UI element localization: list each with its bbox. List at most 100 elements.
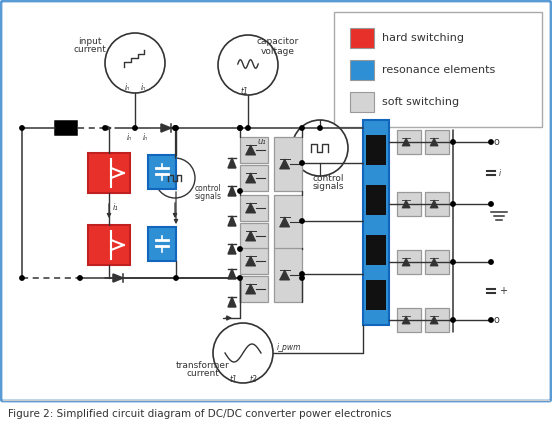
Text: o: o xyxy=(494,137,500,147)
Circle shape xyxy=(238,276,242,280)
Text: iₙ: iₙ xyxy=(124,83,130,92)
Bar xyxy=(397,308,421,332)
Circle shape xyxy=(451,140,455,144)
Bar xyxy=(350,60,374,80)
Text: capacitor: capacitor xyxy=(257,36,299,45)
Text: t1: t1 xyxy=(229,374,237,383)
Bar xyxy=(274,137,302,191)
Circle shape xyxy=(238,189,242,193)
Polygon shape xyxy=(246,284,256,294)
Circle shape xyxy=(300,272,304,276)
Circle shape xyxy=(174,126,178,130)
Text: hard switching: hard switching xyxy=(382,33,464,43)
Text: o: o xyxy=(494,315,500,325)
Polygon shape xyxy=(402,138,410,146)
Text: signals: signals xyxy=(195,191,222,200)
FancyBboxPatch shape xyxy=(1,1,551,401)
Circle shape xyxy=(105,33,165,93)
Bar xyxy=(425,308,449,332)
Polygon shape xyxy=(228,158,236,168)
Bar xyxy=(366,235,386,265)
Polygon shape xyxy=(430,138,438,146)
Circle shape xyxy=(213,323,273,383)
Circle shape xyxy=(218,35,278,95)
Polygon shape xyxy=(246,256,256,266)
Bar xyxy=(240,223,268,249)
Text: voltage: voltage xyxy=(261,47,295,56)
Polygon shape xyxy=(402,200,410,208)
Polygon shape xyxy=(228,244,236,254)
Text: i₁: i₁ xyxy=(113,202,119,211)
Circle shape xyxy=(133,126,137,130)
Text: iₙ: iₙ xyxy=(142,133,147,142)
Bar xyxy=(366,185,386,215)
Circle shape xyxy=(238,247,242,251)
Circle shape xyxy=(300,276,304,280)
Text: signals: signals xyxy=(312,181,344,190)
Bar xyxy=(240,195,268,221)
Polygon shape xyxy=(246,231,256,241)
Bar xyxy=(350,92,374,112)
Polygon shape xyxy=(430,200,438,208)
Circle shape xyxy=(451,202,455,206)
Polygon shape xyxy=(402,258,410,266)
Bar xyxy=(334,12,542,127)
Circle shape xyxy=(20,126,24,130)
Bar xyxy=(350,28,374,48)
Bar xyxy=(425,130,449,154)
Bar xyxy=(363,120,389,325)
Circle shape xyxy=(173,126,177,130)
Text: t1: t1 xyxy=(240,86,248,95)
Bar xyxy=(425,250,449,274)
Polygon shape xyxy=(228,269,236,279)
Circle shape xyxy=(78,276,82,280)
Circle shape xyxy=(20,276,24,280)
Bar xyxy=(274,248,302,302)
Circle shape xyxy=(300,161,304,165)
Circle shape xyxy=(318,126,322,130)
Bar xyxy=(366,280,386,310)
Text: transformer: transformer xyxy=(176,360,230,369)
Polygon shape xyxy=(246,173,256,183)
Text: resonance elements: resonance elements xyxy=(382,65,495,75)
Bar xyxy=(88,153,130,193)
Bar xyxy=(148,227,176,261)
Text: iₙ: iₙ xyxy=(140,83,146,92)
Polygon shape xyxy=(280,270,290,280)
Polygon shape xyxy=(246,145,256,155)
Circle shape xyxy=(451,260,455,264)
Polygon shape xyxy=(113,274,123,282)
Text: soft switching: soft switching xyxy=(382,97,459,107)
Text: i_pwm: i_pwm xyxy=(277,342,301,351)
Polygon shape xyxy=(246,203,256,213)
Polygon shape xyxy=(228,186,236,196)
Bar xyxy=(397,250,421,274)
Bar xyxy=(240,276,268,302)
Bar xyxy=(148,155,176,189)
Circle shape xyxy=(300,126,304,130)
Text: i: i xyxy=(499,169,501,178)
Polygon shape xyxy=(228,297,236,307)
Bar xyxy=(397,192,421,216)
Polygon shape xyxy=(280,159,290,169)
Bar xyxy=(240,137,268,163)
Polygon shape xyxy=(430,316,438,324)
Circle shape xyxy=(489,318,493,322)
Text: +: + xyxy=(499,286,507,296)
Bar xyxy=(55,121,77,135)
Bar xyxy=(425,192,449,216)
Text: Figure 2: Simplified circuit diagram of DC/DC converter power electronics: Figure 2: Simplified circuit diagram of … xyxy=(8,409,391,419)
Polygon shape xyxy=(280,217,290,227)
Circle shape xyxy=(155,158,195,198)
Polygon shape xyxy=(430,258,438,266)
Circle shape xyxy=(489,202,493,206)
Text: u₁: u₁ xyxy=(258,137,266,146)
Circle shape xyxy=(489,260,493,264)
Circle shape xyxy=(292,120,348,176)
Text: control: control xyxy=(195,184,222,193)
Bar xyxy=(366,135,386,165)
Polygon shape xyxy=(402,316,410,324)
Circle shape xyxy=(451,318,455,322)
Circle shape xyxy=(300,219,304,223)
Text: t2: t2 xyxy=(249,374,257,383)
